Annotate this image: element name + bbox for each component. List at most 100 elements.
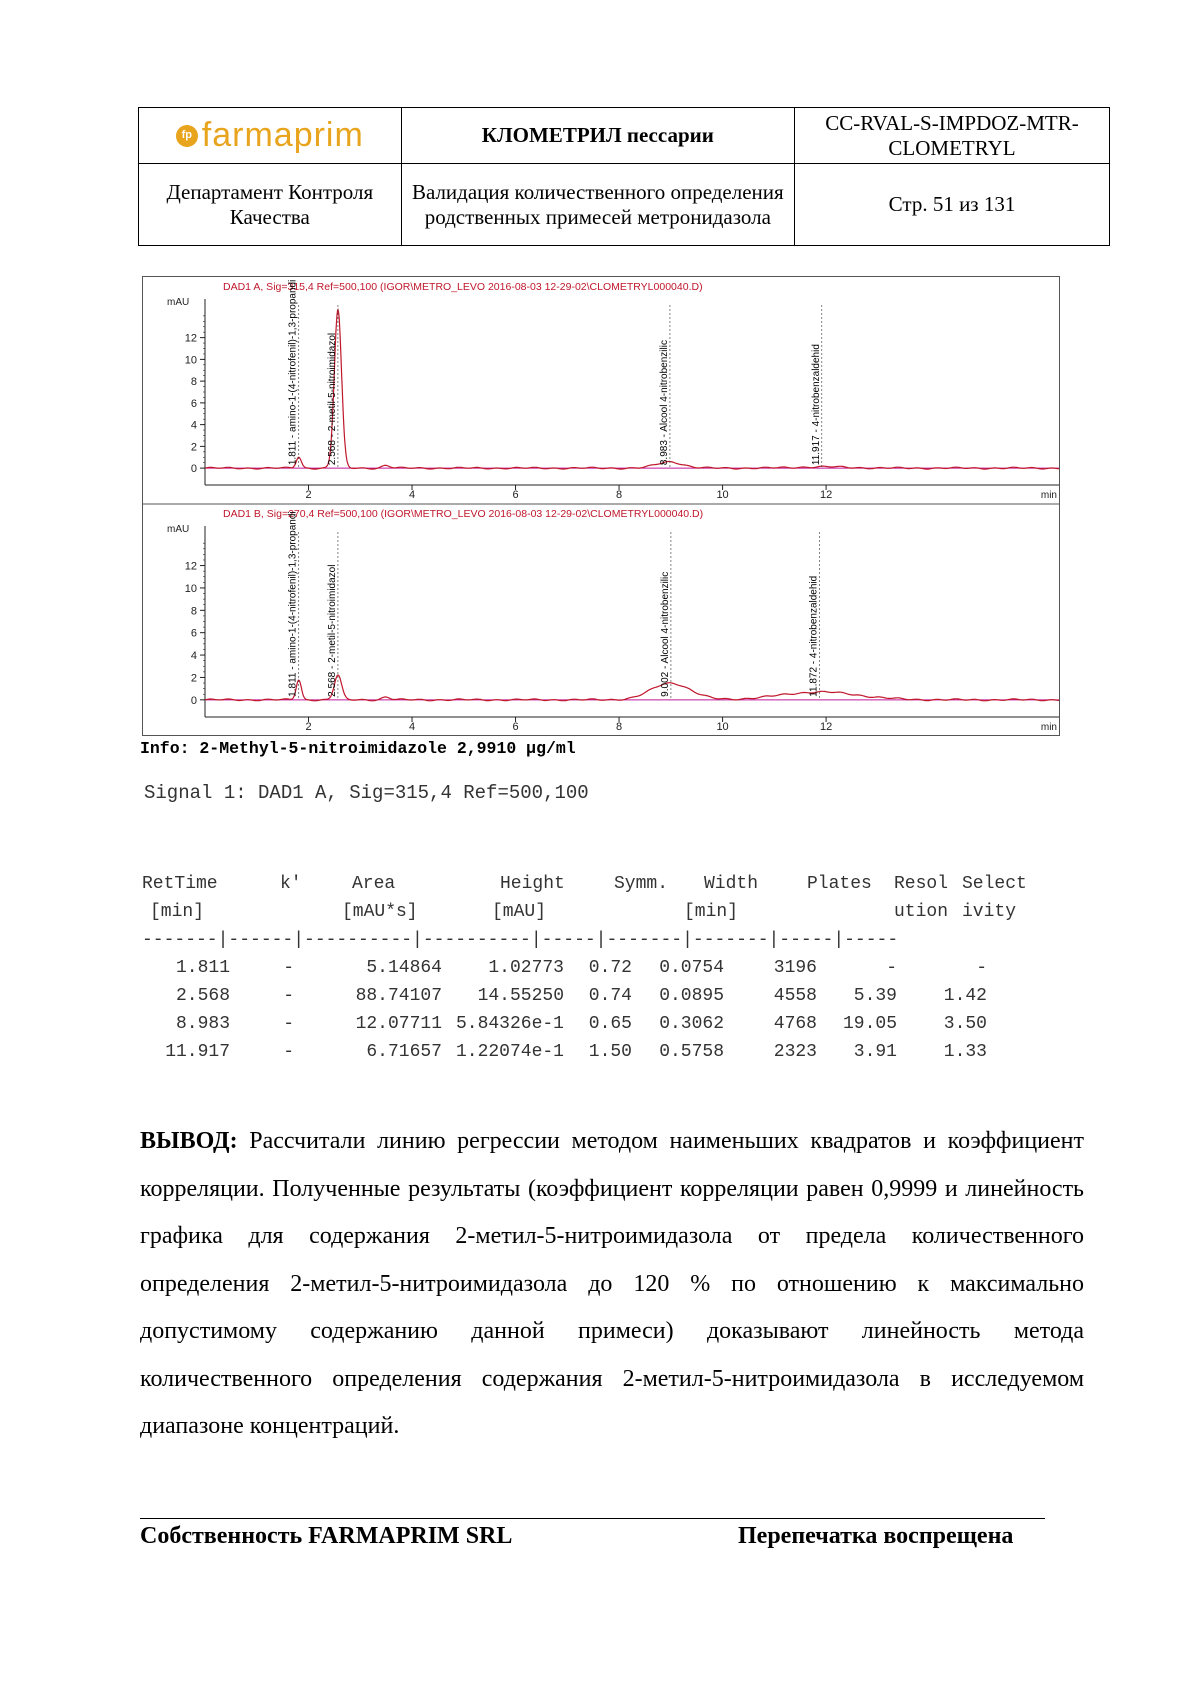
y-tick-label: 12 — [185, 561, 197, 573]
x-tick-label: 10 — [716, 489, 728, 501]
table-cell: 3.50 — [943, 1014, 987, 1034]
x-tick-label: 8 — [616, 489, 622, 501]
signal-line: Signal 1: DAD1 A, Sig=315,4 Ref=500,100 — [144, 782, 589, 804]
chromatogram-svg: DAD1 A, Sig=315,4 Ref=500,100 (IGOR\METR… — [143, 280, 1059, 733]
footer-rule — [140, 1518, 1045, 1519]
table-cell: 5.39 — [853, 986, 897, 1006]
chromatogram: DAD1 A, Sig=315,4 Ref=500,100 (IGOR\METR… — [142, 276, 1060, 736]
y-tick-label: 8 — [191, 376, 197, 388]
table-cell: 1.50 — [588, 1042, 632, 1062]
table-header-cell: RetTime — [142, 874, 218, 894]
panel-title: DAD1 B, Sig=270,4 Ref=500,100 (IGOR\METR… — [223, 508, 703, 520]
table-header-cell: [min] — [684, 902, 739, 922]
table-header-cell: Width — [704, 874, 759, 894]
table-cell: 19.05 — [842, 1014, 897, 1034]
y-tick-label: 8 — [191, 605, 197, 617]
panel-title: DAD1 A, Sig=315,4 Ref=500,100 (IGOR\METR… — [223, 281, 703, 293]
table-cell: 1.22074e-1 — [455, 1042, 564, 1062]
peak-label: 2.568 - 2-metil-5-nitroimidazol — [327, 333, 338, 465]
peak-label: 2.568 - 2-metil-5-nitroimidazol — [327, 565, 338, 697]
x-tick-label: 2 — [305, 721, 311, 733]
x-unit-label: min — [1041, 722, 1057, 733]
table-cell: 1.42 — [943, 986, 987, 1006]
table-cell: 2.568 — [175, 986, 230, 1006]
y-tick-label: 10 — [185, 354, 197, 366]
table-cell: - — [886, 958, 897, 978]
table-header-cell: Symm. — [614, 874, 669, 894]
peak-label: 8.983 - Alcool 4-nitrobenzilic — [659, 340, 670, 465]
table-cell: 0.0754 — [659, 958, 724, 978]
x-tick-label: 2 — [305, 489, 311, 501]
table-cell: 4768 — [773, 1014, 817, 1034]
table-header-cell: Area — [352, 874, 396, 894]
table-separator-text: -------|------|----------|----------|---… — [142, 930, 899, 950]
table-header-cell: [mAU*s] — [342, 902, 418, 922]
table-cell: - — [283, 1014, 294, 1034]
table-header-cell: Height — [500, 874, 565, 894]
logo-text: farmaprim — [201, 116, 364, 154]
x-unit-label: min — [1041, 490, 1057, 501]
conclusion-text: Рассчитали линию регрессии методом наиме… — [140, 1128, 1084, 1439]
table-cell: 4558 — [773, 986, 817, 1006]
y-tick-label: 6 — [191, 398, 197, 410]
y-tick-label: 4 — [191, 420, 197, 432]
y-tick-label: 4 — [191, 650, 197, 662]
farmaprim-logo: fp farmaprim — [145, 116, 395, 154]
table-cell: 0.74 — [588, 986, 632, 1006]
table-cell: 3.91 — [853, 1042, 897, 1062]
table-cell: - — [283, 1042, 294, 1062]
table-header-cell: [min] — [150, 902, 205, 922]
department: Департамент Контроля Качества — [138, 163, 402, 246]
table-cell: 0.5758 — [659, 1042, 724, 1062]
signal-trace — [204, 307, 1059, 470]
document-subject: Валидация количественного определения ро… — [400, 163, 796, 246]
table-header-cell: k' — [280, 874, 302, 894]
document-code: CC-RVAL-S-IMPDOZ-MTR-CLOMETRYL — [794, 107, 1110, 164]
table-cell: 8.983 — [175, 1014, 230, 1034]
logo-mark-icon: fp — [175, 124, 198, 147]
y-tick-label: 10 — [185, 583, 197, 595]
table-cell: - — [283, 986, 294, 1006]
table-header-cell: Plates — [807, 874, 872, 894]
conclusion-label: ВЫВОД: — [140, 1128, 238, 1154]
peak-label: 1.811 - amino-1-(4-nitrofenil)-1,3-propa… — [288, 511, 299, 696]
peak-label: 11.917 - 4-nitrobenzaldehid — [811, 344, 822, 465]
x-tick-label: 4 — [409, 721, 415, 733]
x-tick-label: 6 — [512, 721, 518, 733]
table-cell: 88.74107 — [355, 986, 442, 1006]
table-cell: 0.65 — [588, 1014, 632, 1034]
table-cell: 0.3062 — [659, 1014, 724, 1034]
table-cell: 0.72 — [588, 958, 632, 978]
x-tick-label: 4 — [409, 489, 415, 501]
peak-label: 9.002 - Alcool 4-nitrobenzilic — [660, 572, 671, 697]
y-unit-label: mAU — [167, 524, 189, 535]
x-tick-label: 6 — [512, 489, 518, 501]
y-tick-label: 2 — [191, 441, 197, 453]
x-tick-label: 12 — [820, 721, 832, 733]
table-cell: 0.0895 — [659, 986, 724, 1006]
x-tick-label: 10 — [716, 721, 728, 733]
table-cell: 1.811 — [175, 958, 230, 978]
table-cell: 12.07711 — [355, 1014, 442, 1034]
table-cell: - — [283, 958, 294, 978]
y-tick-label: 6 — [191, 628, 197, 640]
y-tick-label: 0 — [191, 695, 197, 707]
y-unit-label: mAU — [167, 297, 189, 308]
logo-cell: fp farmaprim — [138, 107, 402, 164]
table-cell: 1.33 — [943, 1042, 987, 1062]
table-cell: - — [976, 958, 987, 978]
x-tick-label: 8 — [616, 721, 622, 733]
y-tick-label: 12 — [185, 333, 197, 345]
document-title: КЛОМЕТРИЛ пессарии — [400, 107, 796, 164]
peak-label: 11.872 - 4-nitrobenzaldehid — [808, 576, 819, 697]
y-tick-label: 2 — [191, 672, 197, 684]
table-cell: 14.55250 — [477, 986, 564, 1006]
header-table: fp farmaprim КЛОМЕТРИЛ пессарии CC-RVAL-… — [138, 107, 1110, 246]
table-cell: 1.02773 — [488, 958, 564, 978]
footer-ownership: Собственность FARMAPRIM SRL — [140, 1523, 513, 1549]
table-header-cell: Select — [962, 874, 1027, 894]
footer-reprint-notice: Перепечатка воспрещена — [738, 1523, 1014, 1549]
info-line: Info: 2-Methyl-5-nitroimidazole 2,9910 µ… — [140, 739, 576, 758]
table-header-cell: [mAU] — [492, 902, 547, 922]
y-tick-label: 0 — [191, 463, 197, 475]
